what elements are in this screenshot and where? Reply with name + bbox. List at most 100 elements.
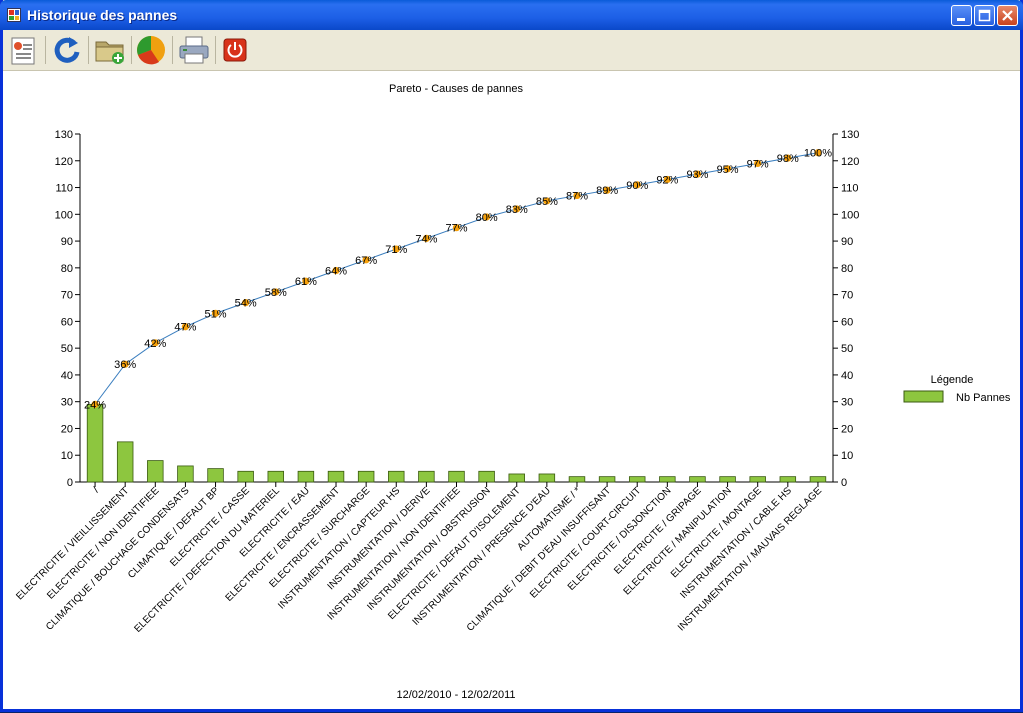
y-tick-label-right: 110 (841, 183, 859, 195)
cumulative-point (211, 309, 220, 317)
bar (327, 470, 345, 483)
cumulative-point (302, 277, 310, 285)
y-tick-label-left: 130 (55, 129, 73, 141)
y-tick-label-left: 70 (61, 290, 73, 302)
y-tick-label-left: 20 (61, 423, 73, 435)
toolbar (3, 30, 1020, 71)
folder-add-icon (95, 41, 124, 64)
toolbar-separator (131, 36, 132, 64)
cumulative-point (693, 170, 702, 178)
refresh-icon (54, 37, 80, 63)
y-tick-label-right: 90 (841, 236, 853, 248)
y-tick-label-right: 70 (841, 290, 853, 302)
x-tick-label: INSTRUMENTATION / MAUVAIS REGLAGE (676, 485, 824, 633)
percent-label: 24% (84, 399, 106, 411)
percent-label: 87% (566, 191, 588, 203)
percent-label: 93% (686, 169, 708, 181)
pie-chart-button[interactable] (134, 33, 168, 67)
percent-label: 74% (415, 233, 437, 245)
y-tick-label-left: 60 (61, 316, 73, 328)
bar (598, 476, 616, 483)
percent-label: 42% (144, 338, 166, 350)
date-range-label: 12/02/2010 - 12/02/2011 (396, 689, 515, 701)
minimize-icon (957, 18, 965, 21)
percent-label: 97% (747, 158, 769, 170)
toolbar-separator (88, 36, 89, 64)
y-tick-label-right: 0 (841, 477, 847, 489)
bar (689, 476, 706, 483)
print-button[interactable] (177, 33, 211, 67)
cumulative-point (603, 186, 611, 194)
pie-chart-icon (137, 36, 165, 65)
x-tick-label: INSTRUMENTATION / CABLE HS (678, 485, 794, 601)
percent-label: 47% (174, 322, 196, 334)
bar (659, 476, 676, 483)
cumulative-point (181, 323, 190, 331)
cumulative-point (663, 175, 671, 184)
close-icon (1002, 10, 1013, 21)
power-button[interactable] (218, 33, 252, 67)
printer-icon (179, 36, 209, 64)
bar (388, 470, 405, 483)
cumulative-point (814, 149, 822, 157)
percent-label: 100% (804, 148, 832, 160)
y-tick-label-right: 40 (841, 370, 853, 382)
bar (719, 476, 736, 483)
cumulative-point (754, 159, 762, 168)
y-tick-label-left: 80 (61, 263, 73, 275)
x-tick-label: / (91, 485, 101, 495)
bar (478, 470, 495, 483)
percent-label: 80% (476, 212, 498, 224)
refresh-button[interactable] (50, 33, 84, 67)
cumulative-point (513, 205, 521, 213)
bar (207, 468, 224, 483)
y-tick-label-right: 60 (841, 316, 853, 328)
bar (508, 473, 525, 483)
y-tick-label-left: 40 (61, 370, 73, 382)
bar (86, 403, 104, 483)
cumulative-point (151, 339, 159, 347)
y-tick-label-left: 100 (55, 209, 73, 221)
minimize-button[interactable] (951, 5, 972, 26)
bar (749, 476, 766, 483)
chart-title: Pareto - Causes de pannes (389, 83, 523, 95)
pareto-chart: Pareto - Causes de pannes 12/02/2010 - 12… (14, 83, 1011, 701)
y-tick-label-right: 10 (841, 450, 853, 462)
app-icon (7, 8, 21, 22)
toolbar-separator (172, 36, 173, 64)
y-tick-label-left: 30 (61, 397, 73, 409)
cumulative-point (422, 234, 430, 242)
cumulative-point (392, 245, 400, 253)
percent-label: 98% (777, 153, 799, 165)
y-tick-label-left: 10 (61, 450, 73, 462)
y-tick-label-right: 50 (841, 343, 853, 355)
open-folder-button[interactable] (93, 33, 127, 67)
legend-title: Légende (931, 374, 974, 386)
y-tick-label-right: 100 (841, 209, 859, 221)
percent-label: 64% (325, 266, 347, 278)
x-tick-label: INSTRUMENTATION / PRESENCE D'EAU (411, 485, 553, 627)
bar (297, 470, 315, 483)
bar (147, 460, 164, 483)
bar (568, 476, 586, 483)
percent-label: 67% (355, 255, 377, 267)
percent-label: 61% (295, 276, 317, 288)
chart-area: Pareto - Causes de pannes 12/02/2010 - 12… (3, 71, 1020, 709)
toolbar-separator (45, 36, 46, 64)
report-button[interactable] (7, 33, 41, 67)
close-button[interactable] (997, 5, 1018, 26)
percent-label: 51% (205, 308, 227, 320)
bar (116, 441, 134, 483)
y-tick-label-right: 30 (841, 397, 853, 409)
maximize-button[interactable] (974, 5, 995, 26)
legend-swatch (903, 390, 944, 403)
y-tick-label-right: 20 (841, 423, 853, 435)
bar (357, 470, 375, 483)
percent-label: 58% (265, 287, 287, 299)
percent-label: 36% (114, 359, 136, 371)
cumulative-point (452, 224, 461, 232)
cumulative-point (784, 154, 792, 162)
x-tick-label: ELECTRICITE / COURT-CIRCUIT (528, 485, 643, 600)
title-bar[interactable]: Historique des pannes (0, 0, 1023, 30)
